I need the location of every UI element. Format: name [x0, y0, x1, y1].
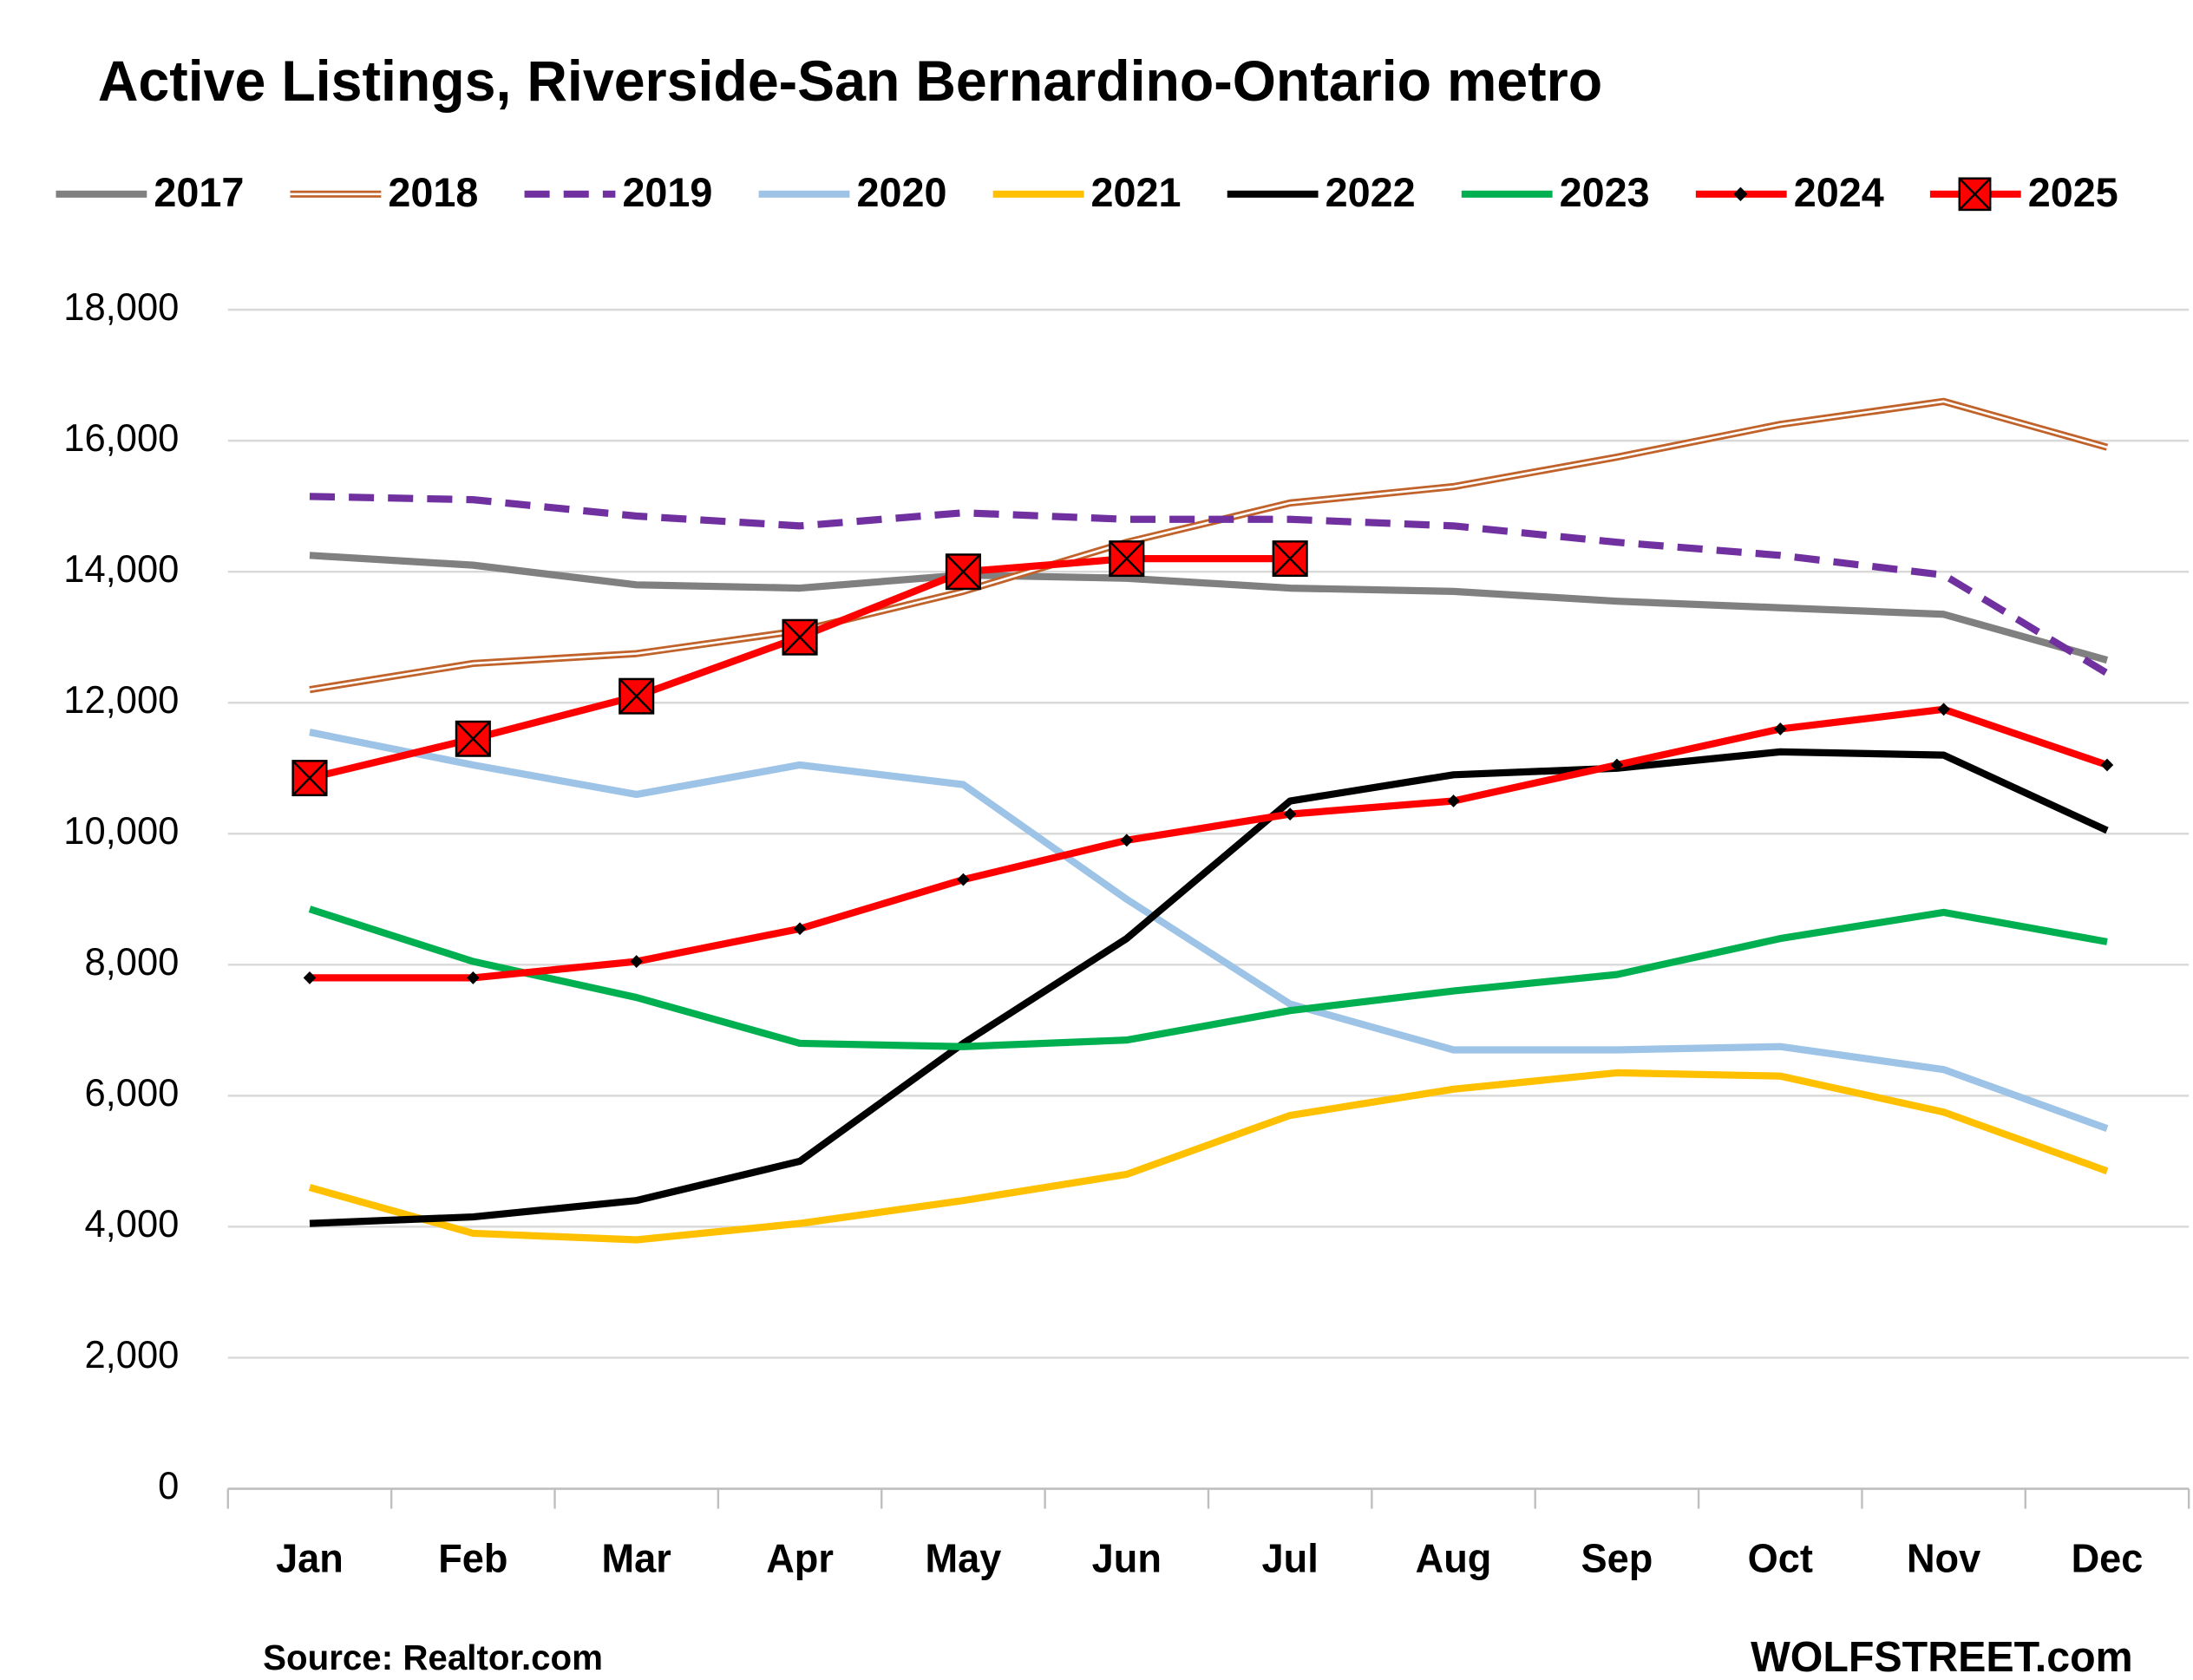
y-tick-label: 18,000	[63, 285, 179, 329]
marker-x	[455, 721, 491, 757]
marker	[957, 873, 970, 886]
x-tick-label: Oct	[1748, 1536, 1813, 1581]
legend-label: 2022	[1326, 170, 1416, 217]
marker	[782, 618, 818, 656]
marker-x	[1109, 540, 1144, 577]
marker-x	[1272, 540, 1308, 577]
y-tick-label: 2,000	[84, 1334, 179, 1377]
x-tick-label: Nov	[1907, 1536, 1981, 1581]
marker	[1773, 722, 1787, 735]
series-line	[308, 905, 2108, 1050]
marker	[945, 553, 981, 591]
marker	[1283, 807, 1297, 821]
marker	[1447, 794, 1460, 807]
legend-label: 2018	[388, 170, 478, 217]
series-line	[309, 729, 2109, 1132]
brand: WOLFSTREET.com	[1751, 1634, 2133, 1680]
legend-label: 2020	[857, 170, 947, 217]
series-line	[309, 748, 2109, 1227]
y-tick-label: 10,000	[63, 810, 179, 853]
marker	[291, 760, 328, 797]
x-tick-label: Mar	[602, 1536, 672, 1581]
series-line-core	[309, 400, 2108, 691]
series-line	[309, 493, 2110, 677]
marker-x	[619, 678, 654, 715]
x-tick-label: Sep	[1581, 1536, 1653, 1581]
series-line	[309, 397, 2109, 694]
marker	[467, 971, 480, 984]
x-tick-label: Apr	[766, 1536, 834, 1581]
y-tick-label: 4,000	[84, 1203, 179, 1246]
series-line	[309, 705, 2109, 982]
x-tick-label: Jun	[1092, 1536, 1162, 1581]
series-line	[309, 552, 2109, 664]
marker-x	[782, 619, 818, 656]
marker	[793, 922, 807, 936]
marker	[1733, 186, 1748, 202]
marker	[1109, 540, 1145, 578]
x-tick-label: Dec	[2072, 1536, 2144, 1581]
marker-x	[946, 553, 981, 590]
marker	[1272, 540, 1308, 578]
x-tick-label: Aug	[1416, 1536, 1492, 1581]
y-tick-label: 0	[158, 1465, 179, 1508]
y-tick-label: 6,000	[84, 1072, 179, 1115]
legend-label: 2023	[1560, 170, 1650, 217]
y-tick-label: 16,000	[63, 417, 179, 461]
x-tick-label: Feb	[438, 1536, 507, 1581]
y-tick-label: 8,000	[84, 941, 179, 984]
x-tick-label: May	[926, 1536, 1002, 1581]
x-tick-label: Jan	[276, 1536, 344, 1581]
marker	[455, 720, 491, 757]
legend-label: 2017	[154, 170, 244, 217]
x-tick-label: Jul	[1262, 1536, 1319, 1581]
legend-label: 2025	[2028, 170, 2118, 217]
marker	[303, 971, 317, 984]
marker	[1958, 177, 1992, 212]
y-tick-label: 12,000	[63, 679, 179, 722]
legend-label: 2019	[622, 170, 712, 217]
marker	[1120, 833, 1134, 847]
marker-x	[1958, 177, 1992, 211]
marker-x	[291, 760, 328, 796]
series-line	[308, 1069, 2109, 1244]
chart-title: Active Listings, Riverside-San Bernardin…	[98, 49, 1602, 114]
marker	[619, 677, 655, 715]
marker	[630, 955, 643, 968]
y-tick-label: 14,000	[63, 548, 179, 592]
source: Source: Realtor.com	[263, 1637, 603, 1677]
marker	[2100, 758, 2114, 772]
legend-label: 2021	[1091, 170, 1182, 217]
legend-label: 2024	[1794, 170, 1885, 217]
